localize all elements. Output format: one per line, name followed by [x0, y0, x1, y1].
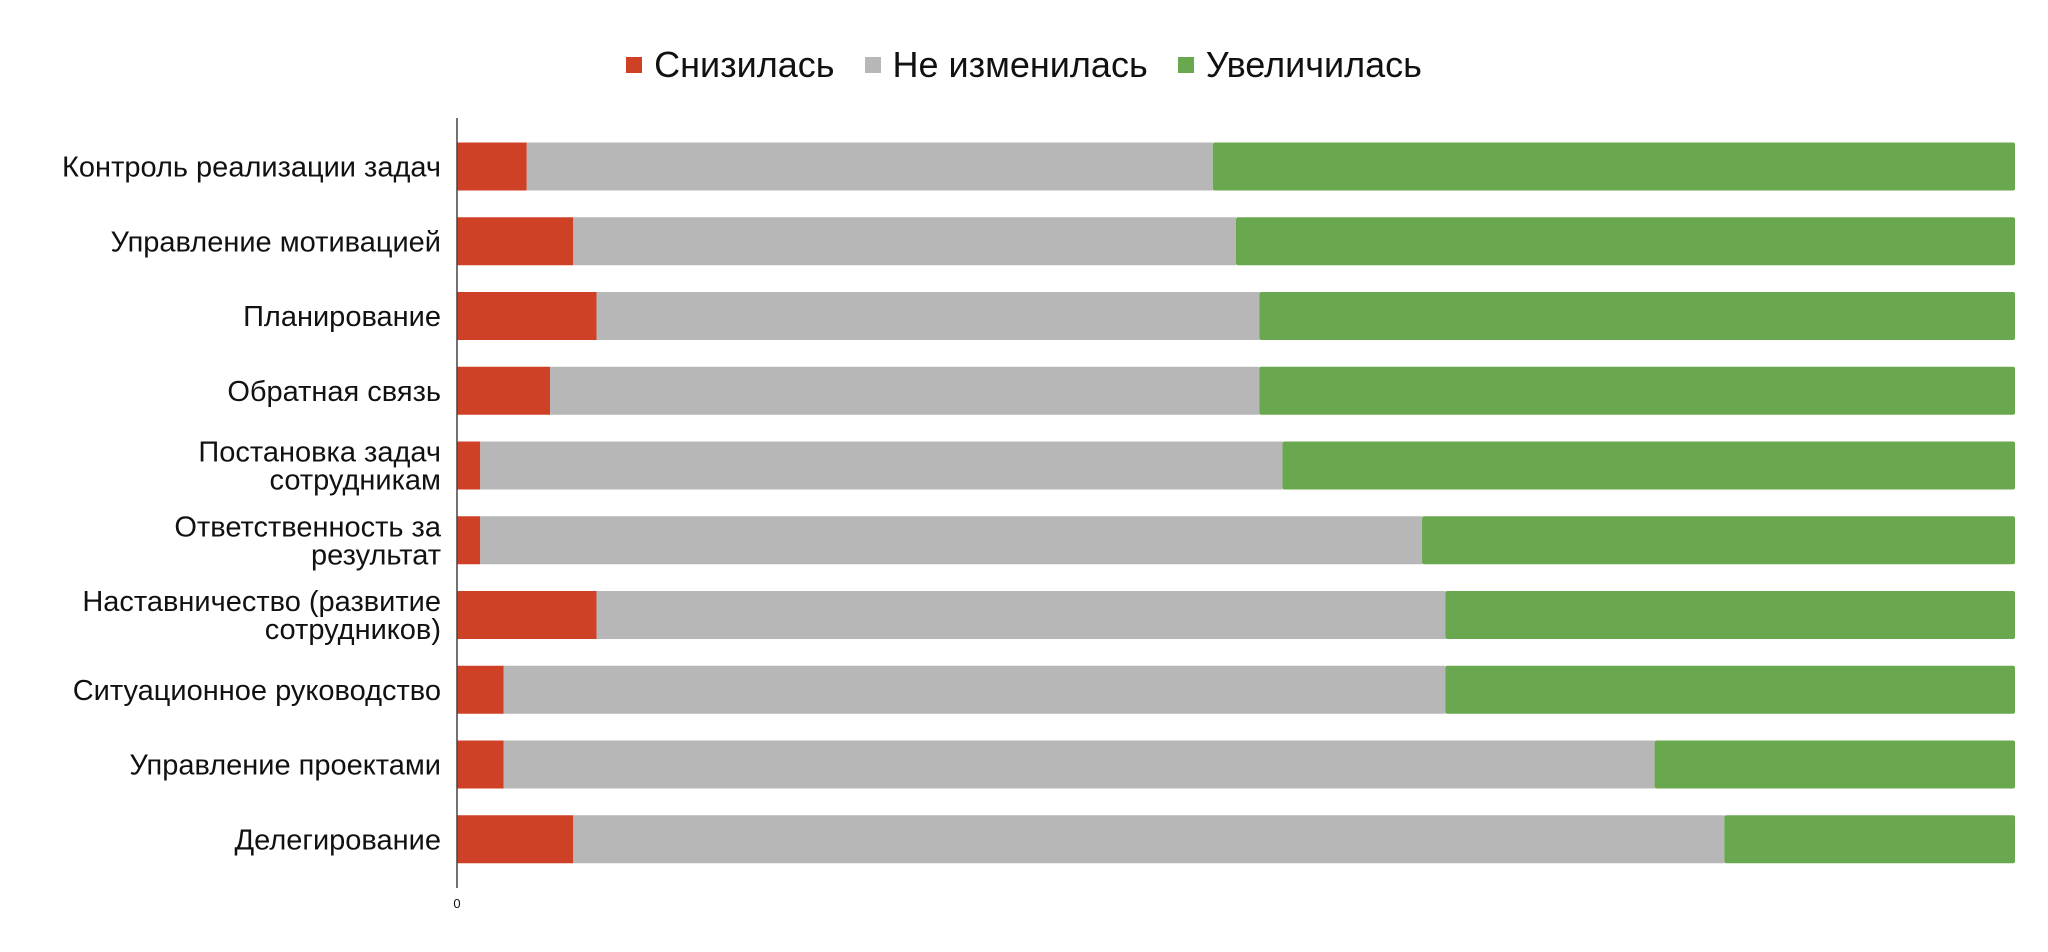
- category-label-line-0-0: Контроль реализации задач: [62, 152, 441, 184]
- category-label-line-4-0: Постановка задач: [198, 437, 441, 469]
- bar-unchanged-7: [503, 665, 1446, 714]
- category-label-line-9-0: Делегирование: [235, 824, 441, 856]
- category-label-2: Планирование: [243, 301, 441, 333]
- category-label-line-8-0: Управление проектами: [129, 750, 441, 782]
- category-label-7: Ситуационное руководство: [73, 675, 441, 707]
- bar-increased-8: [1654, 740, 2015, 789]
- category-label-1: Управление мотивацией: [110, 226, 441, 258]
- bar-decreased-3: [457, 366, 551, 415]
- category-labels-group: Контроль реализации задач Управление моти…: [62, 152, 442, 857]
- legend-item-increased: Увеличилась: [1177, 44, 1422, 86]
- bar-decreased-7: [457, 665, 504, 714]
- legend-item-decreased: Снизилась: [626, 44, 835, 86]
- bar-decreased-5: [457, 516, 481, 565]
- bar-increased-3: [1259, 366, 2015, 415]
- bar-decreased-6: [457, 591, 597, 639]
- bar-increased-5: [1422, 516, 2015, 565]
- bars-group: [457, 142, 2015, 864]
- category-label-6: Наставничество (развитие сотрудников): [82, 586, 441, 646]
- bar-increased-2: [1259, 292, 2015, 340]
- bar-unchanged-8: [503, 740, 1655, 789]
- x-axis-ticks-group: 0: [453, 896, 460, 911]
- bar-unchanged-2: [596, 292, 1260, 340]
- category-label-line-4-1: сотрудникам: [270, 465, 441, 497]
- x-tick-label-0: 0: [453, 896, 460, 911]
- category-label-0: Контроль реализации задач: [62, 152, 441, 184]
- legend-swatch-decreased: [626, 57, 643, 73]
- legend-swatch-increased: [1177, 57, 1194, 73]
- category-label-5: Ответственность за результат: [174, 511, 441, 571]
- category-label-9: Делегирование: [235, 824, 441, 856]
- category-label-4: Постановка задач сотрудникам: [198, 437, 441, 497]
- bar-unchanged-3: [550, 366, 1260, 415]
- legend-item-unchanged: Не изменилась: [864, 44, 1148, 86]
- bar-unchanged-5: [480, 516, 1423, 565]
- legend-label-unchanged: Не изменилась: [892, 44, 1148, 85]
- legend: Снизилась Не изменилась Увеличилась: [0, 40, 2048, 86]
- bar-increased-7: [1445, 665, 2015, 714]
- category-label-3: Обратная связь: [227, 376, 441, 408]
- bar-decreased-8: [457, 740, 504, 789]
- bar-increased-9: [1724, 815, 2015, 864]
- category-label-8: Управление проектами: [129, 750, 441, 782]
- bar-increased-4: [1282, 441, 2015, 490]
- category-label-line-6-1: сотрудников): [265, 614, 441, 646]
- bar-increased-0: [1212, 142, 2015, 191]
- category-label-line-7-0: Ситуационное руководство: [73, 675, 441, 707]
- bar-decreased-9: [457, 815, 574, 864]
- legend-label-decreased: Снизилась: [654, 44, 835, 85]
- legend-label-increased: Увеличилась: [1205, 44, 1422, 85]
- bar-unchanged-4: [480, 441, 1283, 490]
- bar-decreased-4: [457, 441, 481, 490]
- category-label-line-1-0: Управление мотивацией: [110, 226, 441, 258]
- category-label-line-6-0: Наставничество (развитие: [82, 586, 441, 618]
- bar-decreased-1: [457, 217, 574, 266]
- bar-unchanged-1: [573, 217, 1236, 266]
- category-label-line-5-1: результат: [311, 539, 441, 571]
- legend-swatch-unchanged: [864, 57, 881, 73]
- bar-increased-6: [1445, 591, 2015, 639]
- category-label-line-3-0: Обратная связь: [227, 376, 441, 408]
- bar-decreased-0: [457, 142, 527, 191]
- bar-unchanged-9: [573, 815, 1725, 864]
- category-label-line-5-0: Ответственность за: [174, 511, 441, 543]
- category-label-line-2-0: Планирование: [243, 301, 441, 333]
- bar-increased-1: [1236, 217, 2015, 266]
- bar-decreased-2: [457, 292, 597, 340]
- bar-unchanged-6: [596, 591, 1446, 639]
- bar-unchanged-0: [526, 142, 1213, 191]
